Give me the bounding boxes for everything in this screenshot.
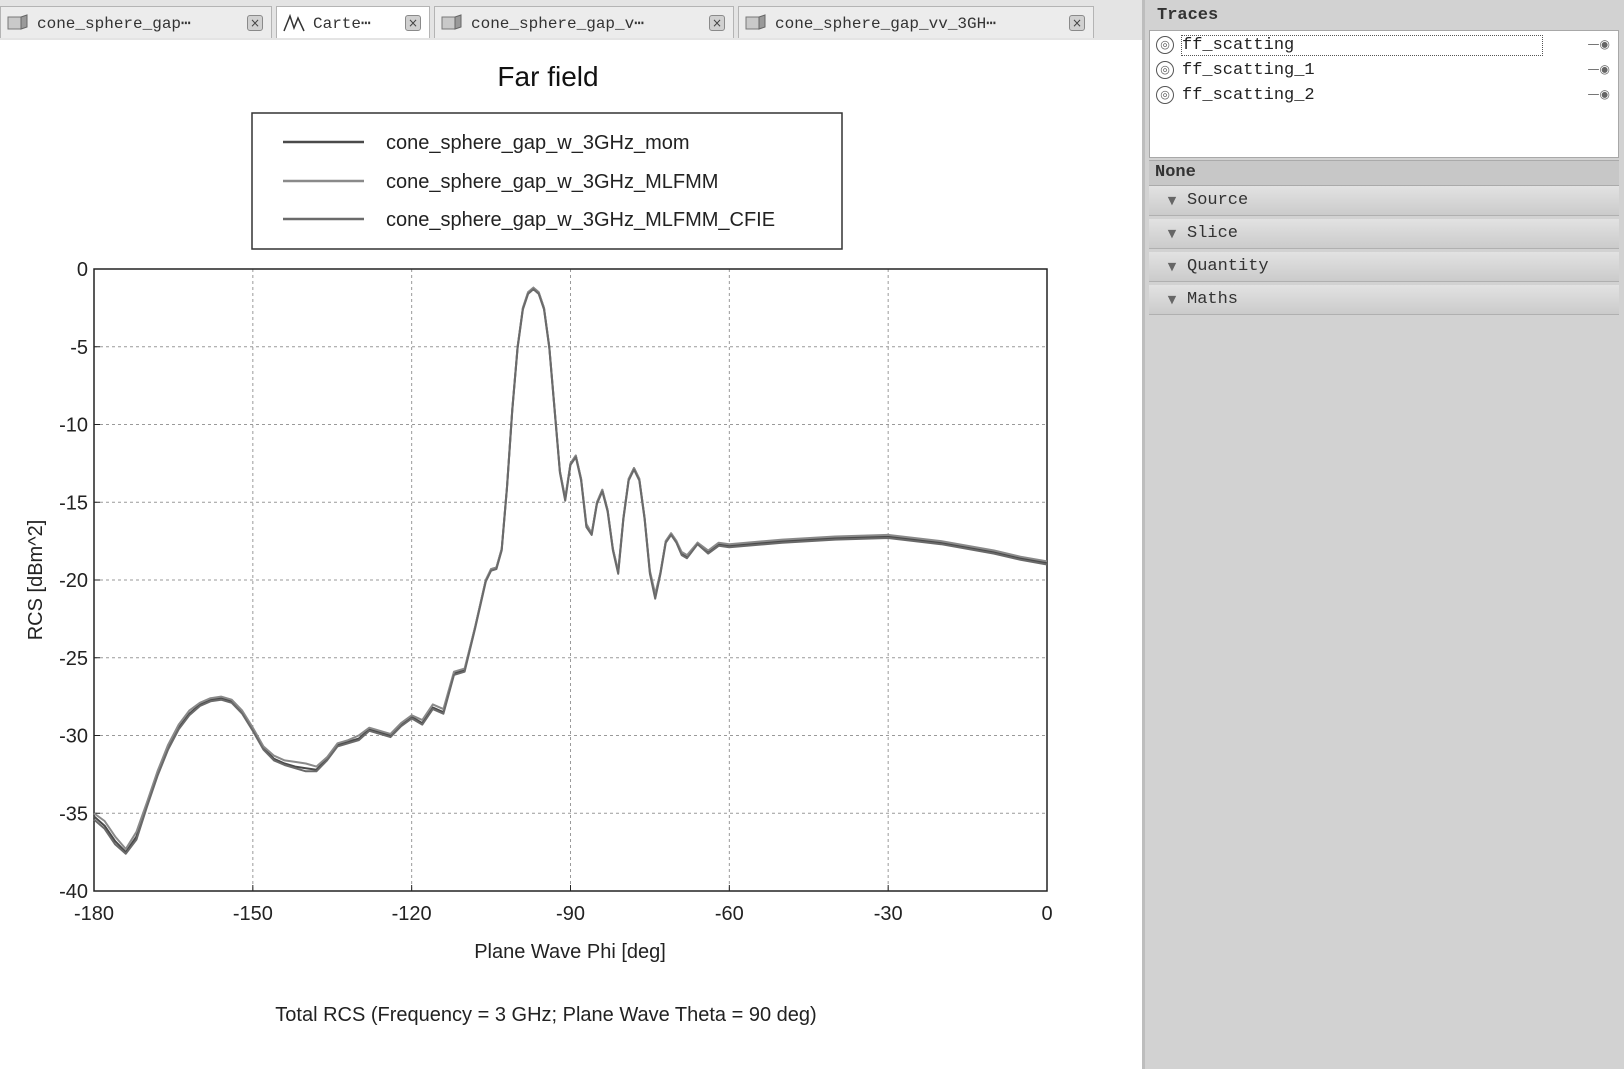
x-tick-label: -30 [874, 903, 903, 925]
traces-list[interactable]: ◎ ff_scatting —◉ ◎ ff_scatting_1 —◉ ◎ ff… [1149, 30, 1619, 158]
tab-label: cone_sphere_gap_vv_3GH⋯ [775, 14, 996, 33]
none-selection-label: None [1149, 160, 1619, 186]
tab-label: cone_sphere_gap⋯ [37, 14, 191, 33]
close-icon[interactable]: × [1069, 14, 1085, 31]
tab-cone-sphere-gap-vv-3ghz[interactable]: cone_sphere_gap_vv_3GH⋯ × [738, 6, 1094, 38]
3d-model-icon [745, 13, 767, 32]
editor-tab-bar: cone_sphere_gap⋯ × Carte⋯ × cone_sphere_… [0, 0, 1142, 41]
y-axis-ticks: 0 -5 -10 -15 -20 -25 -30 -35 -40 [59, 259, 100, 903]
y-tick-label: -25 [59, 648, 88, 670]
section-source[interactable]: ▼ Source [1149, 186, 1619, 216]
3d-model-icon [7, 13, 29, 32]
x-axis-label: Plane Wave Phi [deg] [474, 941, 666, 963]
tab-cartesian-graph[interactable]: Carte⋯ × [276, 6, 430, 38]
chart-title: Far field [497, 61, 598, 92]
trace-source-icon: ◎ [1156, 86, 1174, 104]
close-icon[interactable]: × [247, 14, 263, 31]
traces-side-panel: Traces ◎ ff_scatting —◉ ◎ ff_scatting_1 … [1142, 0, 1624, 1069]
visibility-eye-icon[interactable]: —◉ [1587, 62, 1610, 76]
x-tick-label: -150 [233, 903, 273, 925]
chart-legend: cone_sphere_gap_w_3GHz_mom cone_sphere_g… [251, 112, 843, 250]
y-tick-label: -35 [59, 803, 88, 825]
visibility-eye-icon[interactable]: —◉ [1587, 87, 1610, 101]
tab-label: Carte⋯ [313, 14, 371, 33]
x-tick-label: 0 [1041, 903, 1052, 925]
collapse-triangle-icon: ▼ [1167, 293, 1177, 306]
x-tick-label: -120 [392, 903, 432, 925]
far-field-plot-view[interactable]: Far field cone_sphere_gap_w_3GHz_mom con… [0, 40, 1142, 1069]
y-tick-label: -30 [59, 726, 88, 748]
close-icon[interactable]: × [709, 14, 725, 31]
y-tick-label: -40 [59, 881, 88, 903]
y-tick-label: -5 [70, 337, 88, 359]
x-axis-ticks: -180 -150 -120 -90 -60 -30 0 [74, 885, 1053, 925]
legend-label-mlfmm-cfie: cone_sphere_gap_w_3GHz_MLFMM_CFIE [386, 209, 775, 231]
section-label: Maths [1187, 290, 1239, 309]
3d-model-icon [441, 13, 463, 32]
y-axis-label: RCS [dBm^2] [25, 520, 47, 641]
tab-cone-sphere-gap[interactable]: cone_sphere_gap⋯ × [0, 6, 272, 38]
series-line-2 [93, 288, 1048, 855]
collapse-triangle-icon: ▼ [1167, 227, 1177, 240]
x-tick-label: -180 [74, 903, 114, 925]
trace-source-icon: ◎ [1156, 61, 1174, 79]
far-field-chart: Far field cone_sphere_gap_w_3GHz_mom con… [25, 61, 1053, 1026]
y-tick-label: -20 [59, 570, 88, 592]
cartesian-graph-icon [283, 13, 305, 32]
trace-item-ff-scatting[interactable]: ◎ ff_scatting —◉ [1152, 33, 1616, 57]
trace-label: ff_scatting [1181, 34, 1543, 56]
section-label: Slice [1187, 224, 1239, 243]
legend-label-mom: cone_sphere_gap_w_3GHz_mom [386, 132, 690, 154]
trace-label: ff_scatting_2 [1182, 85, 1315, 105]
chart-series [93, 286, 1048, 855]
legend-label-mlfmm: cone_sphere_gap_w_3GHz_MLFMM [386, 171, 718, 193]
section-maths[interactable]: ▼ Maths [1149, 285, 1619, 315]
trace-item-ff-scatting-1[interactable]: ◎ ff_scatting_1 —◉ [1152, 58, 1616, 82]
trace-label: ff_scatting_1 [1182, 60, 1315, 80]
y-tick-label: -15 [59, 492, 88, 514]
tab-label: cone_sphere_gap_v⋯ [471, 14, 644, 33]
collapse-triangle-icon: ▼ [1167, 194, 1177, 207]
y-tick-label: 0 [77, 259, 88, 281]
chart-footer-caption: Total RCS (Frequency = 3 GHz; Plane Wave… [275, 1004, 816, 1026]
traces-header: Traces [1157, 6, 1219, 25]
tab-cone-sphere-gap-v[interactable]: cone_sphere_gap_v⋯ × [434, 6, 734, 38]
close-icon[interactable]: × [405, 14, 421, 31]
trace-source-icon: ◎ [1156, 36, 1174, 54]
trace-item-ff-scatting-2[interactable]: ◎ ff_scatting_2 —◉ [1152, 83, 1616, 107]
section-quantity[interactable]: ▼ Quantity [1149, 252, 1619, 282]
chart-grid [94, 269, 1047, 891]
section-label: Source [1187, 191, 1249, 210]
x-tick-label: -60 [715, 903, 744, 925]
y-tick-label: -10 [59, 415, 88, 437]
visibility-eye-icon[interactable]: —◉ [1587, 37, 1610, 51]
collapse-triangle-icon: ▼ [1167, 260, 1177, 273]
section-label: Quantity [1187, 257, 1269, 276]
section-slice[interactable]: ▼ Slice [1149, 219, 1619, 249]
x-tick-label: -90 [556, 903, 585, 925]
